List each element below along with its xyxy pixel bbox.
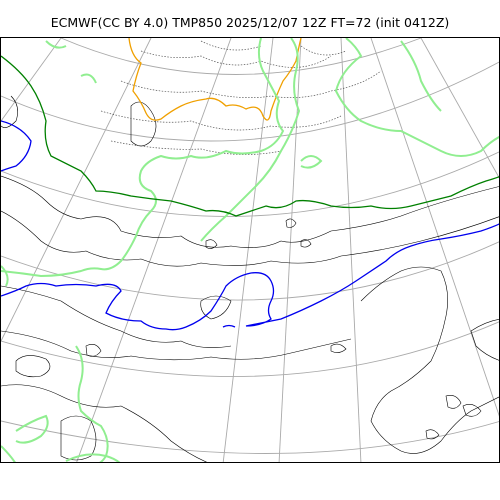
longitude-line — [278, 38, 302, 462]
coastline — [60, 415, 97, 461]
coastline — [300, 239, 312, 248]
isotherm-line — [75, 345, 109, 462]
longitude-line — [420, 38, 499, 179]
isotherm-line — [15, 414, 49, 444]
coastline — [1, 210, 499, 267]
longitude-line — [370, 38, 499, 417]
coastline — [470, 319, 499, 361]
longitude-line — [340, 38, 362, 462]
coastline — [285, 218, 297, 228]
isotherm-line — [300, 155, 323, 169]
isotherm-line — [1, 223, 499, 331]
isotherm-line — [65, 453, 121, 462]
isotherms-cold — [100, 40, 382, 155]
longitude-line — [76, 38, 232, 462]
coastline — [1, 384, 208, 462]
weather-map — [0, 37, 500, 463]
longitude-line — [222, 38, 274, 462]
coastline — [1, 330, 352, 361]
longitude-line — [1, 38, 152, 342]
isotherm-line — [45, 40, 67, 49]
latitude-line — [60, 38, 422, 75]
latitude-line — [1, 61, 499, 142]
isotherm-line — [100, 110, 342, 131]
latitude-line — [1, 420, 499, 454]
isotherm-line — [1, 38, 285, 278]
map-canvas — [1, 38, 499, 462]
coastline — [85, 344, 102, 357]
isotherm-dark-green — [1, 55, 499, 217]
coastline — [1, 285, 232, 348]
isotherm-line — [222, 324, 236, 328]
coastline — [462, 404, 482, 417]
coastline — [15, 355, 51, 378]
latitude-line — [1, 241, 499, 301]
isotherm-line — [80, 73, 97, 84]
latitude-line — [1, 321, 499, 377]
latitude-line — [1, 151, 499, 217]
isotherm-orange — [128, 38, 302, 121]
coastline — [360, 266, 499, 454]
isotherm-line — [300, 45, 347, 56]
isotherm-line — [200, 40, 262, 51]
isotherm-line — [1, 445, 16, 462]
isotherm-line — [1, 265, 9, 287]
coastline — [200, 295, 232, 320]
isotherm-line — [140, 50, 332, 68]
isotherm-line — [128, 38, 302, 121]
coastline — [1, 95, 18, 128]
coastline — [205, 239, 218, 249]
coastline — [1, 175, 499, 248]
map-title: ECMWF(CC BY 4.0) TMP850 2025/12/07 12Z F… — [50, 15, 450, 30]
isotherm-line — [334, 38, 499, 157]
isotherm-line — [1, 55, 499, 217]
coastline — [425, 429, 440, 440]
coastline — [330, 343, 347, 353]
isotherm-line — [1, 120, 32, 172]
longitude-line — [1, 38, 62, 122]
coastline — [445, 395, 462, 409]
graticule — [1, 38, 499, 462]
isotherm-line — [110, 140, 282, 155]
isotherm-line — [120, 70, 382, 99]
isotherms-light-green — [1, 38, 499, 462]
isotherms-blue — [1, 120, 499, 331]
isotherm-line — [400, 40, 442, 112]
isotherm-line — [200, 38, 301, 242]
